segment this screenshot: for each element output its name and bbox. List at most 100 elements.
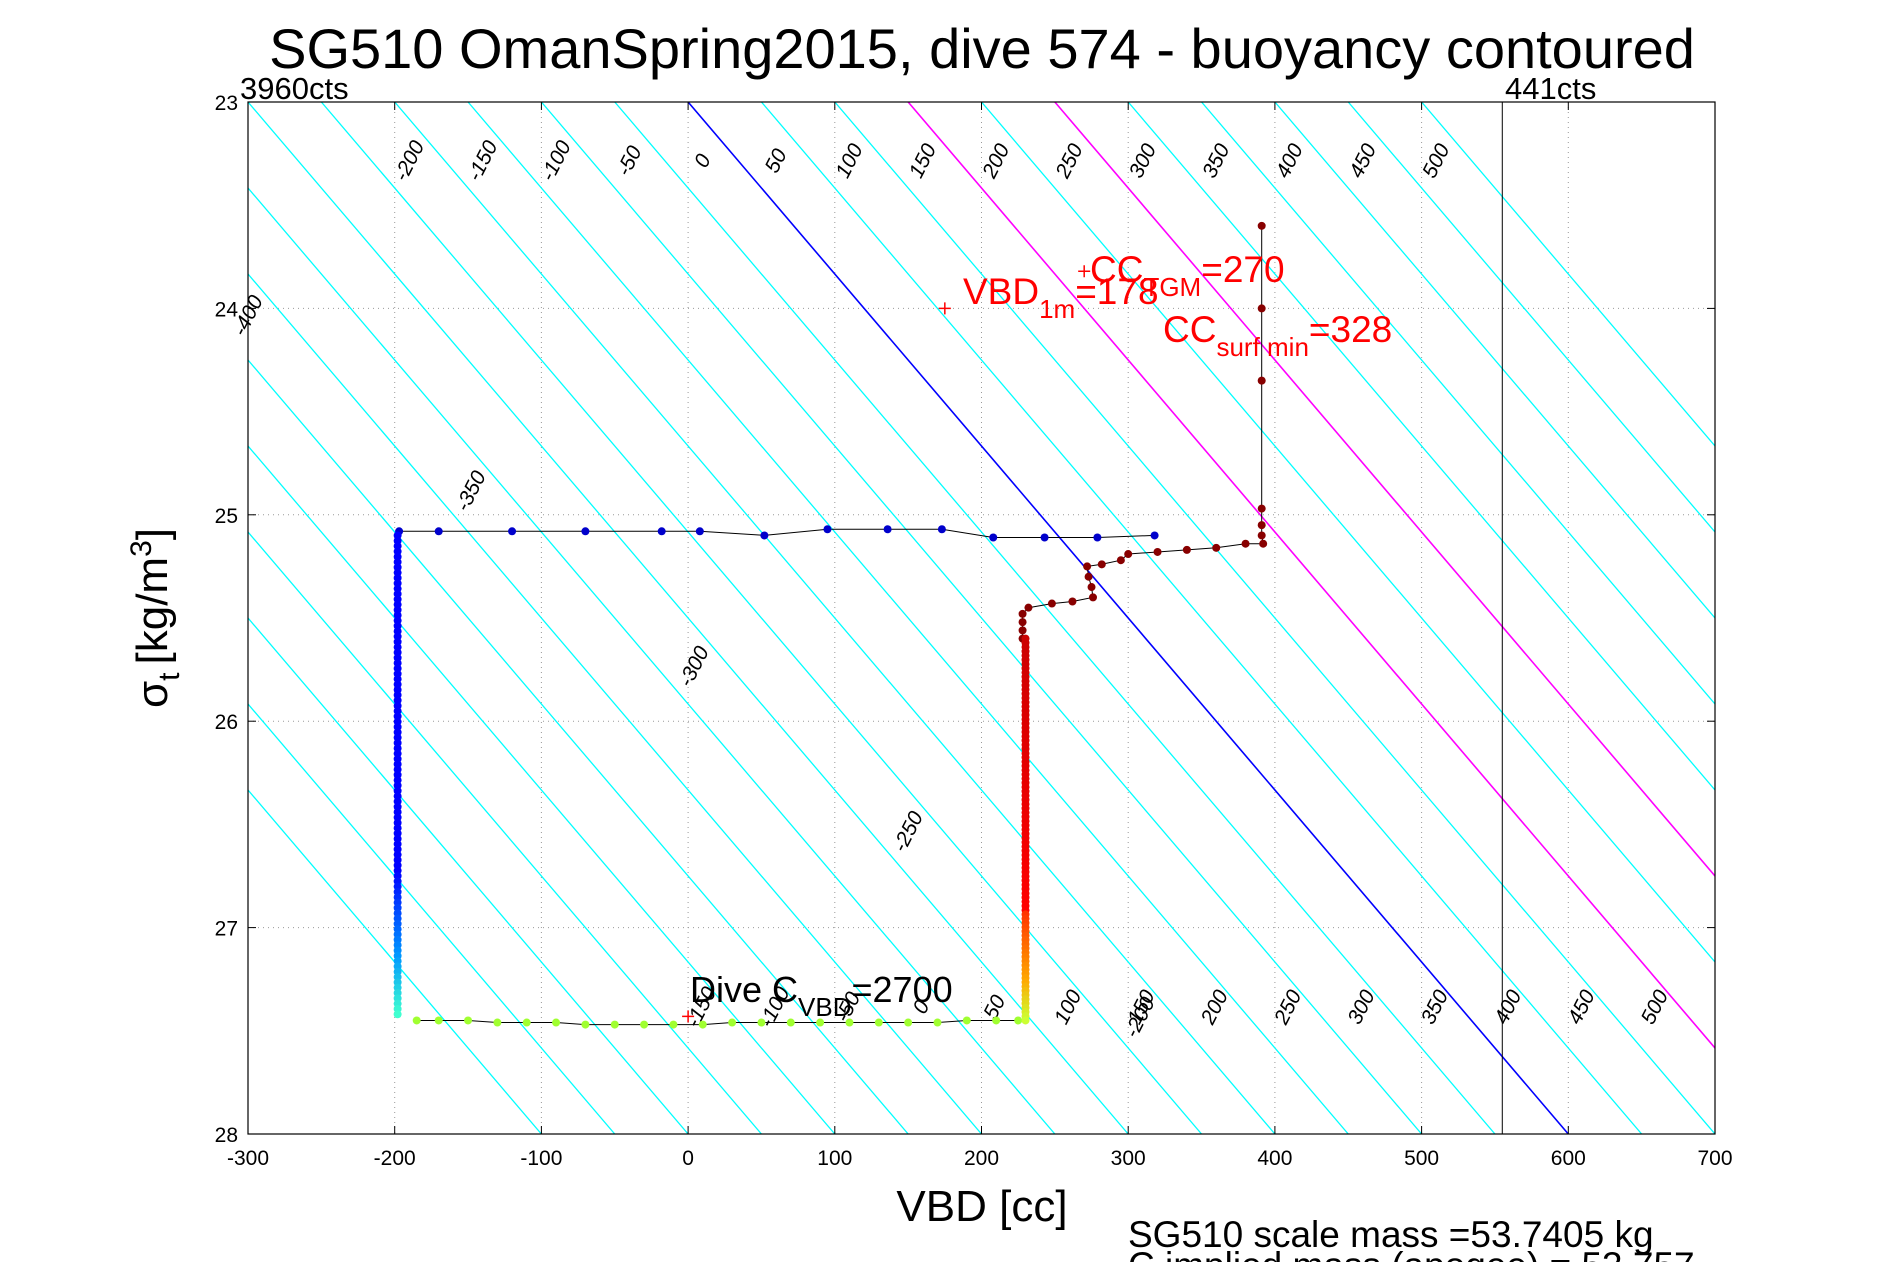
annotation-marker <box>938 302 951 315</box>
contour-label-top: 0 <box>690 150 716 171</box>
annotation-vbd-1m: VBD1m=178 <box>963 271 1159 324</box>
contour-line <box>248 530 762 1134</box>
contour-line <box>614 102 1496 1134</box>
chart-title: SG510 OmanSpring2015, dive 574 - buoyanc… <box>269 17 1695 80</box>
x-tick-label: -300 <box>227 1147 269 1170</box>
data-point <box>657 527 666 536</box>
data-point <box>393 1010 402 1019</box>
data-point <box>992 1016 1001 1025</box>
contour-line <box>320 102 1203 1134</box>
footer-implied-mass: C implied mass (apogee) = 53.757 <box>1128 1245 1695 1262</box>
data-point <box>1018 618 1027 627</box>
contour-line <box>834 102 1715 1134</box>
data-point <box>1153 547 1162 556</box>
annotation-marker <box>1078 265 1091 278</box>
contour-line <box>1421 102 1715 448</box>
data-point <box>695 527 704 536</box>
data-point <box>434 1016 443 1025</box>
data-point <box>1257 531 1266 540</box>
data-point <box>1212 543 1221 552</box>
x-tick-label: 200 <box>964 1147 999 1170</box>
data-point <box>1047 599 1056 608</box>
data-point <box>1084 572 1093 581</box>
x-tick-label: 0 <box>682 1147 694 1170</box>
data-point <box>1087 583 1096 592</box>
x-tick-label: -100 <box>520 1147 562 1170</box>
y-axis-title: σt [kg/m3] <box>125 528 186 708</box>
data-point <box>1150 531 1159 540</box>
data-point <box>493 1018 502 1027</box>
data-point <box>786 1018 795 1027</box>
data-point <box>581 527 590 536</box>
contour-label-top: -200 <box>390 137 430 185</box>
data-point <box>1097 560 1106 569</box>
data-point <box>823 525 832 534</box>
y-axis-unit-close: ] <box>128 528 177 540</box>
contour-label-top: 200 <box>978 140 1015 183</box>
data-point <box>1124 550 1133 559</box>
data-point <box>989 533 998 542</box>
data-point <box>757 1018 766 1027</box>
y-tick-label: 24 <box>215 298 239 321</box>
contour-line <box>540 102 1423 1134</box>
data-point <box>1257 376 1266 385</box>
x-tick-label: 600 <box>1551 1147 1586 1170</box>
data-point <box>1018 609 1027 618</box>
contour-line <box>248 102 1129 1134</box>
contour-line <box>907 102 1715 1050</box>
contour-label-top: 350 <box>1198 140 1235 182</box>
trace-line-upper-trace <box>399 528 1155 538</box>
contour-label-left: -300 <box>674 642 714 690</box>
x-tick-label: 500 <box>1404 1147 1439 1170</box>
right-count-label: 441cts <box>1505 71 1596 106</box>
data-point <box>698 1020 707 1029</box>
data-point <box>845 1018 854 1027</box>
x-tick-label: 700 <box>1697 1147 1732 1170</box>
data-point <box>522 1018 531 1027</box>
y-axis-unit: [kg/m <box>128 557 177 665</box>
y-axis-unit-sup: 3 <box>125 540 158 557</box>
x-tick-label: -200 <box>374 1147 416 1170</box>
contour-line <box>1127 102 1715 792</box>
y-tick-label: 26 <box>215 711 238 734</box>
contour-line <box>248 702 616 1134</box>
contour-label-top: 100 <box>831 140 868 182</box>
data-point <box>760 531 769 540</box>
contour-label-top: -150 <box>463 137 503 185</box>
data-point <box>728 1018 737 1027</box>
y-tick-label: 25 <box>215 505 238 528</box>
data-point <box>581 1020 590 1029</box>
annotation-dive-c-vbd: Dive CVBD=2700 <box>690 969 953 1022</box>
data-point <box>464 1016 473 1025</box>
x-tick-label: 100 <box>817 1147 852 1170</box>
contour-label-top: -50 <box>612 142 646 180</box>
data-point <box>874 1018 883 1027</box>
annotation-cc-surf-min: CCsurf min=328 <box>1163 309 1392 362</box>
data-point <box>552 1018 561 1027</box>
data-point <box>933 1018 942 1027</box>
contour-label-top: 450 <box>1345 140 1382 182</box>
data-point <box>1083 562 1092 571</box>
contour-line <box>248 358 909 1134</box>
data-point <box>610 1020 619 1029</box>
data-point <box>883 525 892 534</box>
data-point <box>1257 504 1266 513</box>
data-point <box>1259 539 1268 548</box>
contour-label-top: 250 <box>1051 140 1088 183</box>
data-point <box>1014 1016 1023 1025</box>
contour-line <box>1201 102 1715 706</box>
footer-scale-mass: SG510 scale mass =53.7405 kg <box>1128 1214 1654 1255</box>
contour-line <box>248 788 542 1134</box>
y-tick-label: 28 <box>215 1124 238 1147</box>
y-axis-sigma-sub: t <box>153 672 186 681</box>
data-point <box>1018 626 1027 635</box>
contour-line <box>1274 102 1715 620</box>
data-point <box>640 1020 649 1029</box>
annotation-cc-tgm: CCTGM=270 <box>1090 249 1285 302</box>
contour-line <box>467 102 1349 1134</box>
trace-points <box>393 221 1268 1029</box>
contour-line <box>394 102 1276 1134</box>
data-point <box>1088 593 1097 602</box>
data-point <box>1116 556 1125 565</box>
data-point <box>1068 597 1077 606</box>
